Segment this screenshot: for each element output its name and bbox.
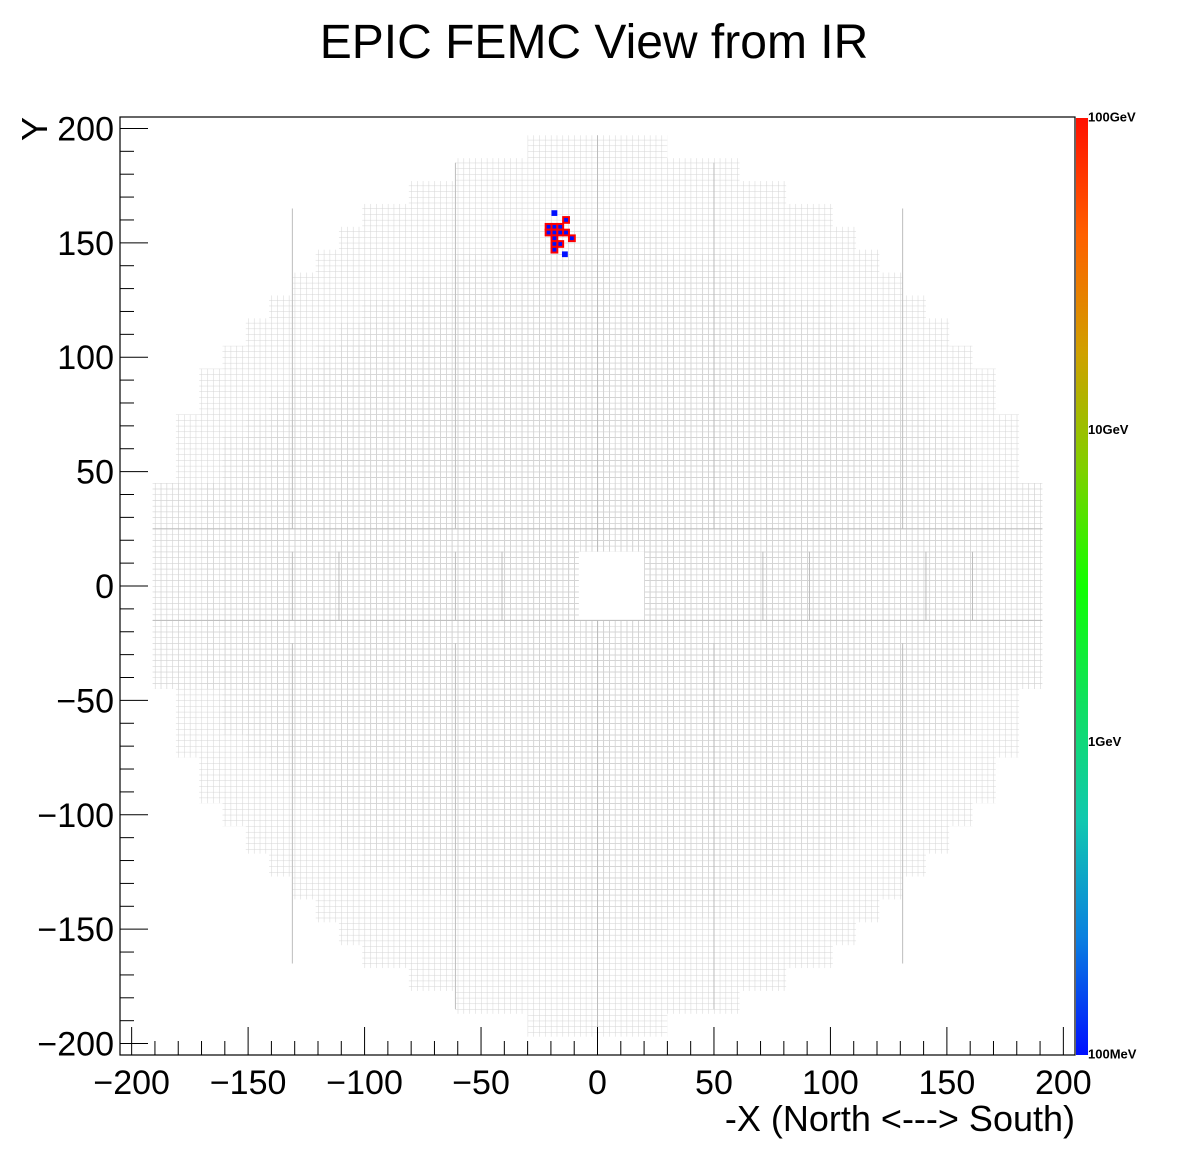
detector-band-lower xyxy=(455,940,528,1014)
y-tick-label: −100 xyxy=(37,797,114,835)
detector-band-upper xyxy=(972,368,996,438)
detector-band-lower xyxy=(175,688,200,758)
x-tick-label: −200 xyxy=(93,1064,170,1102)
detector-band-lower xyxy=(925,780,950,854)
colorbar-label: 10GeV xyxy=(1088,422,1129,437)
hit-cell xyxy=(562,228,570,237)
y-axis-label: Y xyxy=(14,117,55,141)
x-tick-label: −100 xyxy=(326,1064,403,1102)
chart-title: EPIC FEMC View from IR xyxy=(320,16,869,69)
y-tick-label: −200 xyxy=(37,1026,114,1064)
detector-band-lower xyxy=(667,940,740,1014)
y-tick-label: 0 xyxy=(95,568,114,606)
detector-band-lower xyxy=(292,826,316,900)
energy-hits xyxy=(544,210,576,258)
colorbar-label: 1GeV xyxy=(1088,734,1122,749)
detector-band-upper xyxy=(786,203,833,278)
detector-band-upper xyxy=(902,295,926,369)
detector-band-lower xyxy=(597,963,668,1037)
detector-band-upper xyxy=(856,249,880,323)
detector-band-upper xyxy=(175,414,200,484)
x-tick-label: 0 xyxy=(588,1064,607,1102)
detector-band-upper xyxy=(667,158,740,232)
detector-band-lower xyxy=(739,917,787,991)
detector-band-lower xyxy=(269,803,293,877)
detector-band-upper xyxy=(338,226,363,301)
detector-band-lower xyxy=(902,803,926,877)
x-axis: −200 −150 −100 −50 0 50 100 150 200 xyxy=(93,1027,1092,1102)
x-tick-label: −50 xyxy=(452,1064,510,1102)
detector-band-upper xyxy=(199,368,223,438)
x-tick-label: −150 xyxy=(210,1064,287,1102)
x-tick-label: 100 xyxy=(802,1064,859,1102)
colorbar-label: 100GeV xyxy=(1088,109,1136,124)
hit-cell xyxy=(551,210,558,216)
detector-band-upper xyxy=(245,318,270,392)
detector-band-lower xyxy=(222,757,246,827)
y-tick-label: 50 xyxy=(76,454,114,492)
detector-band-upper xyxy=(222,345,246,415)
detector-band-lower xyxy=(786,894,833,969)
detector-band-upper xyxy=(925,318,950,392)
x-tick-label: 200 xyxy=(1035,1064,1092,1102)
detector-band-lower xyxy=(879,826,903,900)
detector-band-lower xyxy=(362,894,409,969)
detector-band-upper xyxy=(597,135,668,209)
detector-band-upper xyxy=(362,203,409,278)
detector-band-lower xyxy=(245,780,270,854)
detector-band-upper xyxy=(269,295,293,369)
detector-band-lower xyxy=(315,849,339,923)
detector-band-lower xyxy=(527,963,598,1037)
hit-cell xyxy=(561,251,568,258)
detector-band-upper xyxy=(315,249,339,323)
colorbar-label: 100MeV xyxy=(1088,1046,1137,1061)
detector-band-lower xyxy=(408,917,456,991)
detector-band-lower xyxy=(199,734,223,804)
detector-band-lower xyxy=(832,871,857,946)
detector-band-lower xyxy=(995,688,1020,758)
hit-cell xyxy=(550,245,559,254)
y-tick-label: 100 xyxy=(57,339,114,377)
colorbar: 100GeV 10GeV 1GeV 100MeV xyxy=(1076,109,1137,1061)
detector-band-upper xyxy=(832,226,857,301)
detector-band-upper xyxy=(527,135,598,209)
hit-cell xyxy=(567,234,576,243)
module-boundaries xyxy=(152,135,1043,1037)
detector-band-lower xyxy=(949,757,973,827)
detector-band-upper xyxy=(949,345,973,415)
detector-band-lower xyxy=(338,871,363,946)
detector-band-lower xyxy=(972,734,996,804)
x-tick-label: 50 xyxy=(695,1064,733,1102)
colorbar-gradient xyxy=(1076,118,1088,1055)
hit-cell xyxy=(562,216,570,224)
detector-band-upper xyxy=(292,272,316,346)
detector-band-upper xyxy=(995,414,1020,484)
y-tick-label: 200 xyxy=(57,110,114,148)
detector-band-upper xyxy=(455,158,528,232)
detector-band-upper xyxy=(739,181,787,255)
detector-band-lower xyxy=(856,849,880,923)
x-axis-label: -X (North <---> South) xyxy=(725,1098,1075,1139)
detector-band-upper xyxy=(879,272,903,346)
y-tick-label: −150 xyxy=(37,911,114,949)
detector-band-upper xyxy=(408,181,456,255)
y-tick-label: −50 xyxy=(56,682,114,720)
y-axis: −200 −150 −100 −50 0 50 100 150 200 xyxy=(37,110,148,1064)
beam-hole xyxy=(578,551,645,621)
y-tick-label: 150 xyxy=(57,225,114,263)
x-tick-label: 150 xyxy=(919,1064,976,1102)
